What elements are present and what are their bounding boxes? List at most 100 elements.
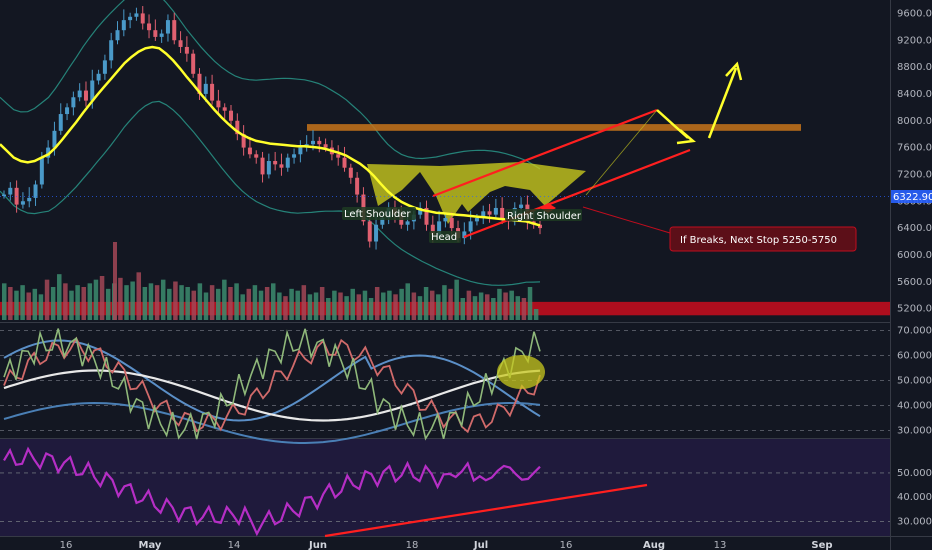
price-tick-label: 8400.00 xyxy=(897,89,932,100)
candle-body xyxy=(430,224,435,235)
oscillator-tick-label: 70.0000 xyxy=(897,326,932,337)
volume-bar xyxy=(417,296,423,320)
price-tick-label: 5200.00 xyxy=(897,304,932,315)
volume-bar xyxy=(234,283,239,320)
candle-body xyxy=(27,197,32,202)
volume-bar xyxy=(209,285,215,320)
candle-body xyxy=(481,211,486,219)
candle-body xyxy=(83,90,88,101)
volume-bar xyxy=(113,242,117,320)
volume-bar xyxy=(429,290,435,320)
candle-body xyxy=(260,157,265,175)
candle-body xyxy=(8,187,13,195)
last-price-tag: 6322.90 xyxy=(891,190,932,203)
price-tick-label: 9600.00 xyxy=(897,8,932,19)
candle-body xyxy=(115,30,120,41)
arrowhead-up xyxy=(725,61,743,81)
volume-bar xyxy=(478,292,484,320)
candle-body xyxy=(247,147,252,155)
candle-body xyxy=(405,221,410,225)
volume-bar xyxy=(491,298,496,320)
candle-body xyxy=(342,157,347,168)
volume-bar xyxy=(2,283,7,320)
head-annotation: Head xyxy=(429,231,461,243)
candle-body xyxy=(197,73,202,94)
candle-body xyxy=(172,20,177,41)
candle-body xyxy=(367,221,372,242)
oscillator-tick-label: 60.0000 xyxy=(897,351,932,362)
candle-body xyxy=(159,33,164,37)
date-tick-label: Jul xyxy=(473,540,488,550)
price-pane-bg xyxy=(0,0,890,322)
volume-bar xyxy=(258,290,264,320)
volume-bar xyxy=(167,288,172,320)
candle-body xyxy=(128,16,133,21)
volume-bar xyxy=(81,287,86,320)
volume-bar xyxy=(472,296,478,320)
candle-body xyxy=(380,218,385,225)
volume-bar xyxy=(368,298,374,320)
candle-body xyxy=(165,20,170,34)
volume-bar xyxy=(319,287,325,320)
candle-body xyxy=(374,224,379,242)
volume-bar xyxy=(93,279,99,320)
price-tick-label: 9200.00 xyxy=(897,35,932,46)
volume-bar xyxy=(44,279,50,320)
candle-body xyxy=(184,46,189,54)
candle-body xyxy=(96,73,101,81)
breakdown-callout-text: If Breaks, Next Stop 5250-5750 xyxy=(680,235,837,246)
candle-body xyxy=(474,218,479,222)
candle-body xyxy=(216,100,221,108)
candle-body xyxy=(279,164,284,168)
date-tick-label: May xyxy=(139,540,162,550)
date-tick-label: 14 xyxy=(228,540,241,550)
volume-bar xyxy=(197,283,203,320)
candle-body xyxy=(102,60,107,74)
volume-bar xyxy=(381,292,386,320)
candle-body xyxy=(443,218,448,222)
price-tick-label: 6000.00 xyxy=(897,250,932,261)
volume-bar xyxy=(497,288,502,320)
volume-bar xyxy=(533,309,539,320)
candle-body xyxy=(65,107,70,115)
volume-bar xyxy=(14,290,19,320)
candle-body xyxy=(519,204,524,208)
volume-bar xyxy=(130,281,135,320)
candle-body xyxy=(33,184,38,198)
volume-bar xyxy=(393,294,398,320)
volume-bar xyxy=(503,292,508,320)
volume-bar xyxy=(332,290,337,320)
volume-bar xyxy=(222,279,227,320)
volume-bar xyxy=(405,283,410,320)
candle-body xyxy=(292,154,297,158)
candle-body xyxy=(298,147,303,155)
volume-bar xyxy=(215,288,221,320)
volume-bar xyxy=(252,285,258,320)
head-label: Head xyxy=(431,232,457,243)
date-tick-label: 16 xyxy=(60,540,73,550)
volume-bar xyxy=(527,287,533,320)
candle-body xyxy=(210,83,215,101)
breakdown-callout[interactable]: If Breaks, Next Stop 5250-5750 xyxy=(582,206,857,252)
rsi-tick-label: 50.0000 xyxy=(897,468,932,479)
volume-bar xyxy=(344,296,349,320)
volume-bar xyxy=(118,277,123,320)
volume-bar xyxy=(32,288,38,320)
projection-line xyxy=(585,109,658,196)
date-tick-label: 13 xyxy=(714,540,727,550)
price-tick-label: 6400.00 xyxy=(897,223,932,234)
candle-body xyxy=(203,83,208,94)
bollinger-lower-band xyxy=(0,100,541,286)
candle-body xyxy=(273,161,278,165)
candle-body xyxy=(71,97,76,108)
volume-bar xyxy=(301,285,307,320)
price-tick-label: 7600.00 xyxy=(897,143,932,154)
upper-trendline xyxy=(432,108,658,198)
volume-bar xyxy=(289,288,294,320)
volume-bar xyxy=(442,285,447,320)
date-tick-label: Sep xyxy=(811,540,832,550)
rsi-tick-label: 30.0000 xyxy=(897,516,932,527)
candle-body xyxy=(266,161,271,175)
